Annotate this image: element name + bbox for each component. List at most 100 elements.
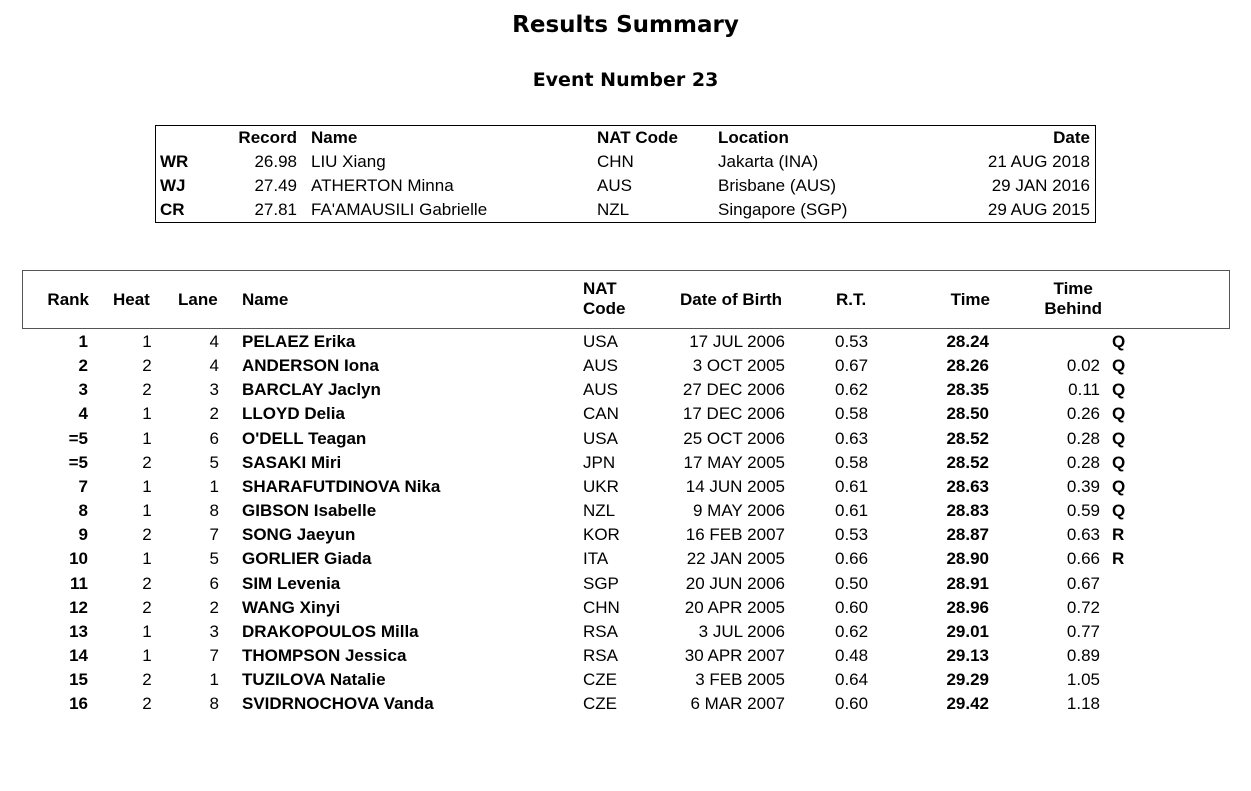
heat: 2 bbox=[142, 380, 152, 400]
time: 29.29 bbox=[946, 670, 989, 690]
header-location: Location bbox=[718, 128, 789, 147]
time-behind: 0.39 bbox=[1066, 476, 1100, 496]
record-code: WR bbox=[160, 152, 189, 171]
time: 28.52 bbox=[946, 452, 989, 472]
reaction-time: 0.62 bbox=[835, 621, 869, 641]
reaction-time: 0.62 bbox=[835, 380, 869, 400]
result-row: 3 2 3 BARCLAY Jaclyn AUS 27 DEC 2006 0.62 28.35… bbox=[0, 378, 1251, 402]
reaction-time: 0.58 bbox=[835, 452, 869, 472]
qualification-mark: Q bbox=[1112, 476, 1126, 496]
date-of-birth: 3 JUL 2006 bbox=[698, 621, 785, 641]
result-row: =5 1 6 O'DELL Teagan USA 25 OCT 2006 0.63 28.52… bbox=[0, 427, 1251, 451]
rank: 7 bbox=[78, 476, 88, 496]
athlete-name: BARCLAY Jaclyn bbox=[242, 380, 381, 400]
header-name: Name bbox=[242, 290, 289, 309]
time: 28.35 bbox=[946, 380, 989, 400]
heat: 1 bbox=[142, 428, 152, 448]
date-of-birth: 25 OCT 2006 bbox=[683, 428, 785, 448]
time-behind: 0.63 bbox=[1066, 525, 1100, 545]
date-of-birth: 17 DEC 2006 bbox=[682, 404, 785, 424]
time-behind: 0.28 bbox=[1066, 428, 1100, 448]
lane: 2 bbox=[209, 597, 219, 617]
lane: 8 bbox=[209, 694, 219, 714]
time-behind: 1.18 bbox=[1066, 694, 1100, 714]
header-lane: Lane bbox=[178, 290, 218, 309]
header-date: Date bbox=[1053, 128, 1090, 147]
reaction-time: 0.61 bbox=[835, 476, 869, 496]
rank: 16 bbox=[69, 694, 88, 714]
nat-code: CAN bbox=[583, 404, 619, 424]
date-of-birth: 16 FEB 2007 bbox=[685, 525, 785, 545]
date-of-birth: 17 JUL 2006 bbox=[689, 332, 785, 351]
rank: 4 bbox=[78, 404, 88, 424]
heat: 1 bbox=[142, 549, 152, 569]
qualification-mark: Q bbox=[1112, 501, 1126, 521]
reaction-time: 0.60 bbox=[835, 694, 869, 714]
time: 28.63 bbox=[946, 476, 989, 496]
time-behind: 0.26 bbox=[1066, 404, 1100, 424]
record-location: Jakarta (INA) bbox=[718, 152, 819, 171]
nat-code: RSA bbox=[583, 645, 618, 665]
athlete-name: TUZILOVA Natalie bbox=[242, 670, 386, 690]
qualification-mark: Q bbox=[1112, 356, 1126, 376]
header-rank: Rank bbox=[47, 290, 89, 309]
heat: 1 bbox=[142, 332, 152, 351]
reaction-time: 0.66 bbox=[835, 549, 869, 569]
nat-code: CZE bbox=[583, 670, 617, 690]
rank: =5 bbox=[68, 452, 88, 472]
time: 28.52 bbox=[946, 428, 989, 448]
time: 28.24 bbox=[946, 332, 989, 351]
date-of-birth: 22 JAN 2005 bbox=[686, 549, 785, 569]
nat-code: JPN bbox=[583, 452, 616, 472]
time-behind: 0.77 bbox=[1066, 621, 1100, 641]
record-row: CR 27.81 FA'AMAUSILI Gabrielle NZL Singapore… bbox=[156, 198, 1095, 222]
time-behind: 0.59 bbox=[1066, 501, 1100, 521]
qualification-mark: Q bbox=[1112, 428, 1126, 448]
lane: 7 bbox=[209, 525, 219, 545]
reaction-time: 0.50 bbox=[835, 573, 869, 593]
heat: 2 bbox=[142, 525, 152, 545]
nat-code: NZL bbox=[583, 501, 616, 521]
rank: 3 bbox=[78, 380, 88, 400]
lane: 7 bbox=[209, 645, 219, 665]
date-of-birth: 6 MAR 2007 bbox=[690, 694, 786, 714]
reaction-time: 0.48 bbox=[835, 645, 869, 665]
record-holder: ATHERTON Minna bbox=[311, 176, 454, 195]
athlete-name: SHARAFUTDINOVA Nika bbox=[242, 476, 441, 496]
time: 29.42 bbox=[946, 694, 989, 714]
lane: 4 bbox=[209, 332, 219, 351]
nat-code: AUS bbox=[583, 356, 618, 376]
rank: 8 bbox=[78, 501, 88, 521]
result-row: 1 1 4 PELAEZ Erika USA 17 JUL 2006 0.53 28.24 Q bbox=[0, 330, 1251, 354]
header-nat-line2: Code bbox=[583, 299, 626, 318]
records-header: Record Name NAT Code Location Date bbox=[156, 126, 1095, 150]
qualification-mark: R bbox=[1112, 525, 1125, 545]
rank: 1 bbox=[78, 332, 88, 351]
record-holder: FA'AMAUSILI Gabrielle bbox=[311, 200, 488, 219]
athlete-name: O'DELL Teagan bbox=[242, 428, 367, 448]
rank: 11 bbox=[70, 573, 88, 593]
date-of-birth: 17 MAY 2005 bbox=[683, 452, 785, 472]
record-location: Singapore (SGP) bbox=[718, 200, 848, 219]
result-row: 2 2 4 ANDERSON Iona AUS 3 OCT 2005 0.67 28.26 0.… bbox=[0, 354, 1251, 378]
record-nat: AUS bbox=[597, 176, 632, 195]
page-title: Results Summary bbox=[512, 12, 739, 38]
header-name: Name bbox=[311, 128, 358, 147]
time: 28.83 bbox=[946, 501, 989, 521]
heat: 2 bbox=[142, 694, 152, 714]
nat-code: ITA bbox=[583, 549, 609, 569]
lane: 8 bbox=[209, 501, 219, 521]
reaction-time: 0.67 bbox=[835, 356, 869, 376]
nat-code: CZE bbox=[583, 694, 617, 714]
date-of-birth: 30 APR 2007 bbox=[684, 645, 785, 665]
record-time: 26.98 bbox=[254, 152, 297, 171]
heat: 1 bbox=[142, 645, 152, 665]
lane: 6 bbox=[209, 428, 219, 448]
lane: 5 bbox=[209, 452, 219, 472]
heat: 1 bbox=[142, 501, 152, 521]
record-date: 21 AUG 2018 bbox=[987, 152, 1090, 171]
record-time: 27.49 bbox=[254, 176, 297, 195]
time-behind: 1.05 bbox=[1066, 670, 1100, 690]
time: 28.87 bbox=[946, 525, 989, 545]
time: 28.96 bbox=[946, 597, 989, 617]
